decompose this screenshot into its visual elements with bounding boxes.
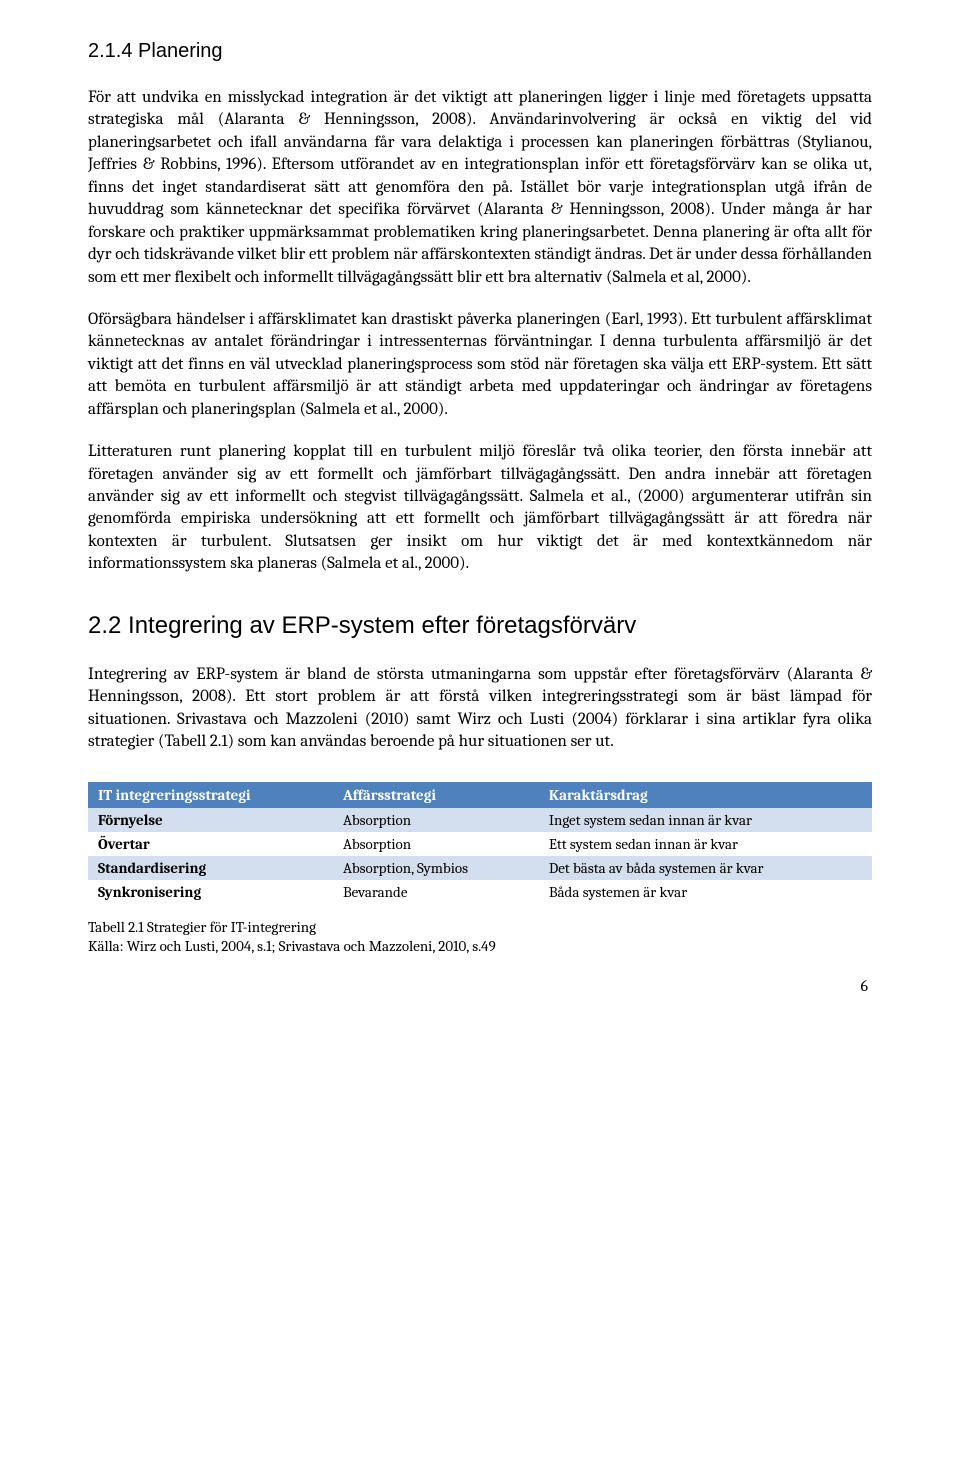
heading-integrering: 2.2 Integrering av ERP-system efter före… [88,612,872,640]
cell-character: Inget system sedan innan är kvar [539,808,872,832]
cell-strategy: Förnyelse [88,808,333,832]
page-number: 6 [88,977,872,995]
cell-business: Absorption [333,832,539,856]
cell-strategy: Övertar [88,832,333,856]
col-header-character: Karaktärsdrag [539,782,872,808]
cell-strategy: Synkronisering [88,880,333,904]
col-header-strategy: IT integreringsstrategi [88,782,333,808]
cell-character: Det bästa av båda systemen är kvar [539,856,872,880]
table-caption: Tabell 2.1 Strategier för IT-integrering… [88,918,872,957]
cell-business: Absorption, Symbios [333,856,539,880]
document-page: 2.1.4 Planering För att undvika en missl… [0,0,960,1035]
cell-character: Båda systemen är kvar [539,880,872,904]
table-header-row: IT integreringsstrategi Affärsstrategi K… [88,782,872,808]
paragraph-4: Integrering av ERP-system är bland de st… [88,664,872,754]
cell-character: Ett system sedan innan är kvar [539,832,872,856]
paragraph-3: Litteraturen runt planering kopplat till… [88,441,872,576]
caption-line-2: Källa: Wirz och Lusti, 2004, s.1; Srivas… [88,937,872,957]
cell-business: Bevarande [333,880,539,904]
strategies-table: IT integreringsstrategi Affärsstrategi K… [88,782,872,904]
table-row: Standardisering Absorption, Symbios Det … [88,856,872,880]
table-row: Förnyelse Absorption Inget system sedan … [88,808,872,832]
table-row: Övertar Absorption Ett system sedan inna… [88,832,872,856]
cell-business: Absorption [333,808,539,832]
table-row: Synkronisering Bevarande Båda systemen ä… [88,880,872,904]
cell-strategy: Standardisering [88,856,333,880]
heading-planering: 2.1.4 Planering [88,40,872,63]
paragraph-1: För att undvika en misslyckad integratio… [88,87,872,289]
paragraph-2: Oförsägbara händelser i affärsklimatet k… [88,309,872,421]
caption-line-1: Tabell 2.1 Strategier för IT-integrering [88,918,872,938]
col-header-business: Affärsstrategi [333,782,539,808]
